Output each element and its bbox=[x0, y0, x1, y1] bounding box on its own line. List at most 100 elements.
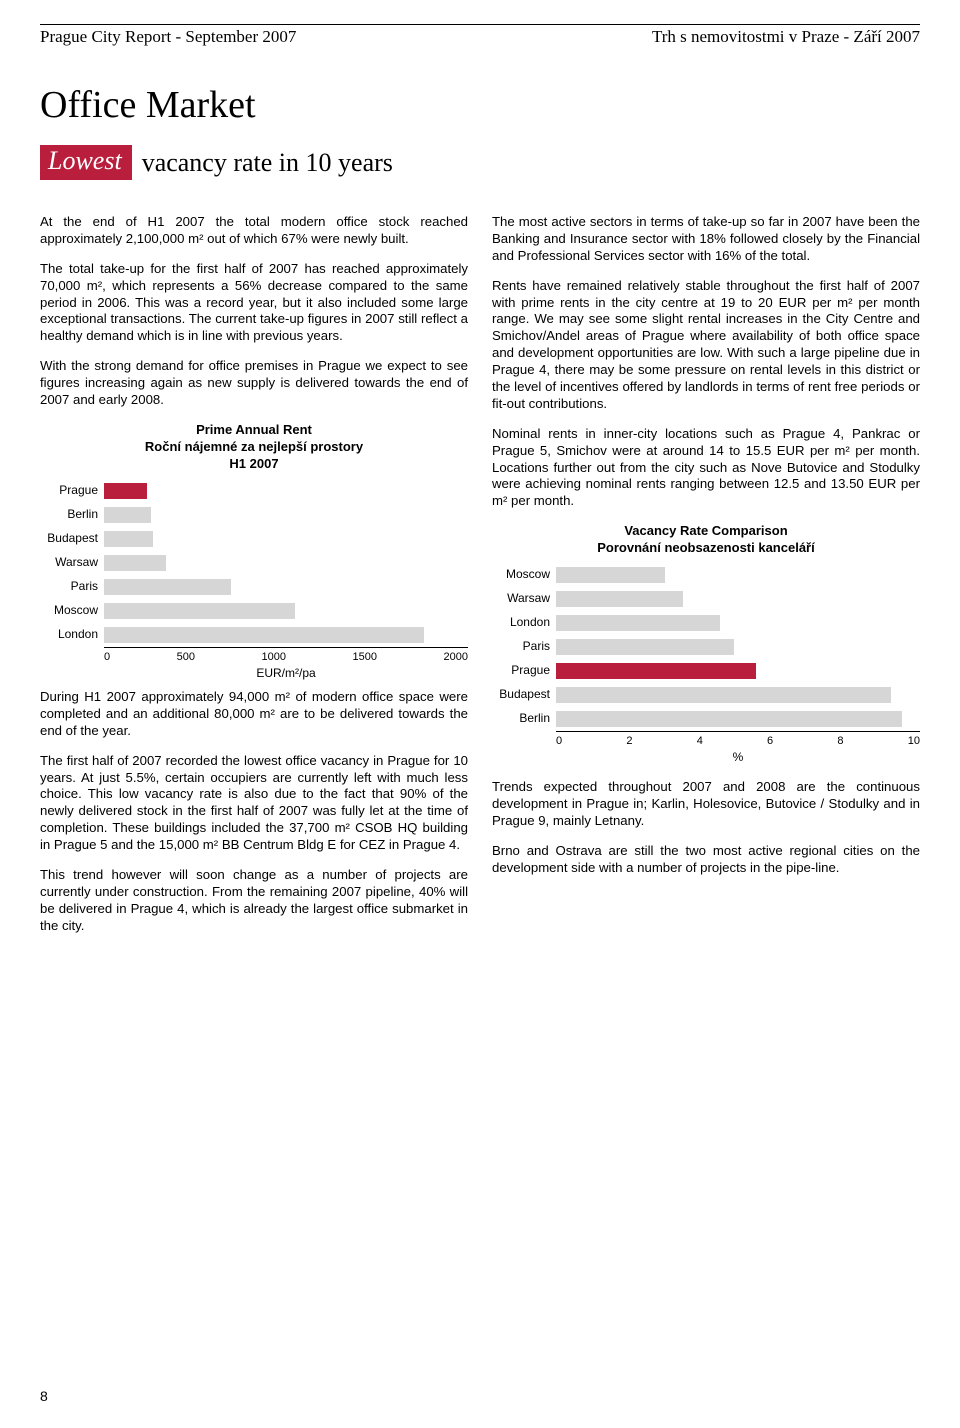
rent-axis-tick: 0 bbox=[104, 650, 110, 664]
subtitle-highlight: Lowest bbox=[40, 145, 132, 180]
vacancy-bar-label: Budapest bbox=[492, 687, 556, 702]
rent-chart-title: Prime Annual Rent Roční nájemné za nejle… bbox=[40, 422, 468, 473]
left-column: At the end of H1 2007 the total modern o… bbox=[40, 214, 468, 948]
rent-bar-row: Budapest bbox=[40, 527, 468, 551]
vacancy-chart-title-2: Porovnání neobsazenosti kanceláří bbox=[597, 540, 814, 555]
vacancy-axis-tick: 2 bbox=[626, 734, 632, 748]
vacancy-bar-fill bbox=[556, 615, 720, 631]
right-p4: Trends expected throughout 2007 and 2008… bbox=[492, 779, 920, 830]
right-p3: Nominal rents in inner-city locations su… bbox=[492, 426, 920, 510]
rent-bar-track bbox=[104, 531, 468, 547]
rent-bar-row: Paris bbox=[40, 575, 468, 599]
vacancy-bar-label: London bbox=[492, 615, 556, 630]
vacancy-bar-fill bbox=[556, 591, 683, 607]
rent-chart-title-3: H1 2007 bbox=[229, 456, 278, 471]
left-p4: During H1 2007 approximately 94,000 m² o… bbox=[40, 689, 468, 740]
rent-bar-fill bbox=[104, 507, 151, 523]
vacancy-bar-fill bbox=[556, 711, 902, 727]
subtitle-rest: vacancy rate in 10 years bbox=[142, 148, 393, 178]
vacancy-bar-row: Berlin bbox=[492, 707, 920, 731]
vacancy-chart-title: Vacancy Rate Comparison Porovnání neobsa… bbox=[492, 523, 920, 557]
rent-bar-track bbox=[104, 507, 468, 523]
vacancy-axis-tick: 8 bbox=[837, 734, 843, 748]
left-p6: This trend however will soon change as a… bbox=[40, 867, 468, 935]
vacancy-bar-row: Warsaw bbox=[492, 587, 920, 611]
rent-bar-fill bbox=[104, 555, 166, 571]
rent-axis-tick: 1000 bbox=[262, 650, 286, 664]
vacancy-bar-row: Prague bbox=[492, 659, 920, 683]
vacancy-bar-track bbox=[556, 687, 920, 703]
rent-bar-label: Budapest bbox=[40, 531, 104, 546]
rent-axis-tick: 1500 bbox=[353, 650, 377, 664]
vacancy-chart-title-1: Vacancy Rate Comparison bbox=[624, 523, 787, 538]
vacancy-bar-fill bbox=[556, 687, 891, 703]
left-p1: At the end of H1 2007 the total modern o… bbox=[40, 214, 468, 248]
rent-bar-label: Berlin bbox=[40, 507, 104, 522]
rent-chart: Prime Annual Rent Roční nájemné za nejle… bbox=[40, 422, 468, 681]
rent-bar-row: Warsaw bbox=[40, 551, 468, 575]
vacancy-bar-fill bbox=[556, 663, 756, 679]
vacancy-axis-tick: 10 bbox=[908, 734, 920, 748]
rent-bar-fill bbox=[104, 483, 147, 499]
header-rule bbox=[40, 24, 920, 25]
vacancy-bar-row: Paris bbox=[492, 635, 920, 659]
vacancy-axis-tick: 4 bbox=[697, 734, 703, 748]
vacancy-bar-label: Paris bbox=[492, 639, 556, 654]
rent-bar-row: London bbox=[40, 623, 468, 647]
header-right: Trh s nemovitostmi v Praze - Září 2007 bbox=[652, 27, 920, 47]
vacancy-bar-track bbox=[556, 663, 920, 679]
subtitle: Lowest vacancy rate in 10 years bbox=[40, 145, 920, 180]
page-number: 8 bbox=[40, 1388, 48, 1404]
vacancy-axis-tick: 6 bbox=[767, 734, 773, 748]
vacancy-bar-track bbox=[556, 639, 920, 655]
vacancy-bar-row: Moscow bbox=[492, 563, 920, 587]
rent-bar-track bbox=[104, 627, 468, 643]
rent-bar-track bbox=[104, 579, 468, 595]
vacancy-chart: Vacancy Rate Comparison Porovnání neobsa… bbox=[492, 523, 920, 765]
vacancy-bar-track bbox=[556, 591, 920, 607]
left-p5: The first half of 2007 recorded the lowe… bbox=[40, 753, 468, 854]
page-header: Prague City Report - September 2007 Trh … bbox=[40, 27, 920, 47]
header-left: Prague City Report - September 2007 bbox=[40, 27, 296, 47]
vacancy-bar-fill bbox=[556, 639, 734, 655]
vacancy-chart-bars: Moscow Warsaw London Paris Prague Budapest Ber… bbox=[492, 563, 920, 731]
vacancy-chart-xlabel: % bbox=[556, 750, 920, 765]
rent-bar-fill bbox=[104, 531, 153, 547]
rent-bar-label: Prague bbox=[40, 483, 104, 498]
rent-bar-label: Paris bbox=[40, 579, 104, 594]
rent-bar-row: Berlin bbox=[40, 503, 468, 527]
rent-bar-label: London bbox=[40, 627, 104, 642]
vacancy-bar-label: Berlin bbox=[492, 711, 556, 726]
vacancy-bar-row: London bbox=[492, 611, 920, 635]
vacancy-bar-track bbox=[556, 615, 920, 631]
rent-chart-title-2: Roční nájemné za nejlepší prostory bbox=[145, 439, 363, 454]
rent-bar-track bbox=[104, 603, 468, 619]
rent-axis-tick: 2000 bbox=[444, 650, 468, 664]
rent-bar-fill bbox=[104, 579, 231, 595]
right-p5: Brno and Ostrava are still the two most … bbox=[492, 843, 920, 877]
rent-chart-bars: Prague Berlin Budapest Warsaw Paris Moscow Lon… bbox=[40, 479, 468, 647]
vacancy-chart-axis: 0 2 4 6 8 10 bbox=[556, 731, 920, 748]
vacancy-bar-label: Warsaw bbox=[492, 591, 556, 606]
rent-chart-xlabel: EUR/m²/pa bbox=[104, 666, 468, 681]
rent-axis-tick: 500 bbox=[177, 650, 195, 664]
rent-chart-title-1: Prime Annual Rent bbox=[196, 422, 312, 437]
rent-bar-track bbox=[104, 483, 468, 499]
vacancy-bar-track bbox=[556, 567, 920, 583]
left-p3: With the strong demand for office premis… bbox=[40, 358, 468, 409]
rent-bar-label: Warsaw bbox=[40, 555, 104, 570]
body-columns: At the end of H1 2007 the total modern o… bbox=[40, 214, 920, 948]
right-p2: Rents have remained relatively stable th… bbox=[492, 278, 920, 413]
rent-bar-row: Prague bbox=[40, 479, 468, 503]
right-p1: The most active sectors in terms of take… bbox=[492, 214, 920, 265]
vacancy-bar-label: Prague bbox=[492, 663, 556, 678]
vacancy-axis-tick: 0 bbox=[556, 734, 562, 748]
rent-chart-axis: 0 500 1000 1500 2000 bbox=[104, 647, 468, 664]
vacancy-bar-label: Moscow bbox=[492, 567, 556, 582]
vacancy-bar-track bbox=[556, 711, 920, 727]
rent-bar-label: Moscow bbox=[40, 603, 104, 618]
rent-bar-track bbox=[104, 555, 468, 571]
right-column: The most active sectors in terms of take… bbox=[492, 214, 920, 948]
rent-bar-row: Moscow bbox=[40, 599, 468, 623]
vacancy-bar-row: Budapest bbox=[492, 683, 920, 707]
